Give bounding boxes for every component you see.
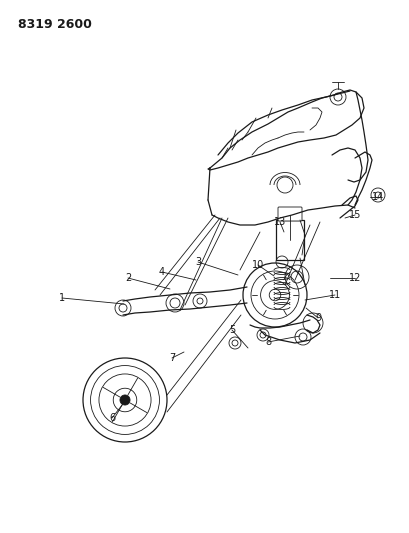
Text: 11: 11: [328, 290, 340, 300]
Text: 9: 9: [314, 313, 320, 323]
FancyBboxPatch shape: [277, 207, 301, 221]
Text: 13: 13: [273, 217, 285, 227]
Text: 1: 1: [59, 293, 65, 303]
Bar: [275, 220, 303, 260]
Text: 8: 8: [264, 337, 270, 347]
Text: 14: 14: [371, 192, 383, 202]
Text: 7: 7: [169, 353, 175, 363]
Text: 10: 10: [251, 260, 263, 270]
Text: 3: 3: [194, 257, 200, 267]
Text: 4: 4: [159, 267, 165, 277]
Text: 12: 12: [348, 273, 360, 283]
Text: 15: 15: [348, 210, 360, 220]
Text: 2: 2: [125, 273, 131, 283]
Text: 6: 6: [109, 413, 115, 423]
Text: 5: 5: [228, 325, 234, 335]
Circle shape: [120, 395, 130, 405]
Text: 8319 2600: 8319 2600: [18, 18, 92, 31]
